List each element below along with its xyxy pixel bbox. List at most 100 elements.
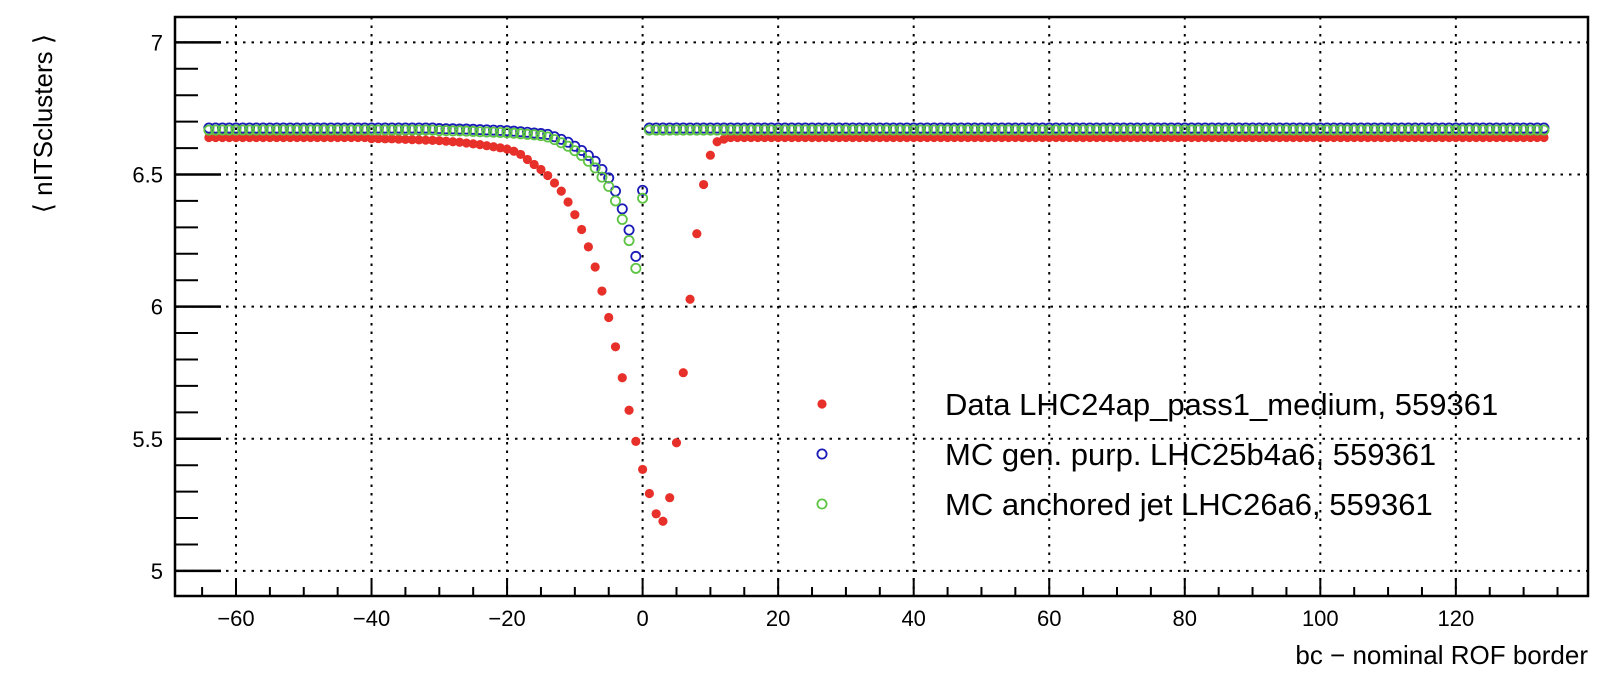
data-point [359,124,371,136]
data-point [1247,124,1259,136]
data-point [1389,124,1401,136]
data-point [665,493,675,503]
data-point [285,132,295,143]
data-point [1471,132,1481,143]
data-point [616,213,628,225]
data-point [1254,132,1264,143]
data-point [577,224,587,235]
data-point [1043,124,1055,136]
data-point [1294,124,1306,136]
data-point [237,124,249,136]
data-point [1030,124,1042,136]
data-point [1485,132,1495,143]
data-point [705,150,715,160]
data-point [874,124,886,136]
data-point [631,436,641,447]
data-point [1173,132,1183,143]
data-point [1450,124,1462,136]
x-tick-label: 120 [1437,606,1474,631]
legend-label: MC anchored jet LHC26a6, 559361 [945,487,1433,522]
data-point [610,195,622,207]
data-point [454,125,466,137]
data-point [549,178,560,188]
data-point [1477,124,1489,136]
data-point [1016,124,1028,136]
data-point [230,124,242,136]
x-tick-label: −20 [488,606,525,631]
data-point [244,132,255,143]
data-point [963,132,973,143]
data-point [975,124,987,136]
series-mc-anchored-jet [203,124,1550,274]
data-point [481,126,493,138]
data-point [1091,124,1103,136]
y-tick-label: 6.5 [132,163,163,188]
data-point [1524,124,1536,136]
data-point [726,132,736,143]
data-point [1301,124,1313,136]
data-point [1430,124,1442,136]
data-point [1321,124,1333,136]
data-point [1031,132,1041,143]
data-point [597,286,607,296]
data-point [543,170,553,181]
data-point [325,124,337,136]
data-point [887,124,899,136]
data-point [563,197,573,207]
x-tick-label: 0 [636,606,648,631]
data-point [1097,124,1109,136]
data-point [407,135,417,145]
data-point [623,224,635,236]
data-point [854,132,865,143]
data-point [1105,132,1115,143]
data-point [833,124,845,136]
data-point [1159,132,1170,143]
data-point [1375,124,1387,136]
data-point [1396,124,1408,136]
tick-labels: −60 −40 −20 0 20 40 60 80 100 120 5 5.5 6 6.5 7 [132,30,1474,631]
data-point [894,124,906,136]
y-tick-label: 5 [151,559,163,584]
data-point [678,368,688,378]
data-point [1336,132,1346,143]
data-point [1125,124,1137,136]
data-point [1531,124,1543,136]
data-point [1145,124,1157,136]
data-point [853,124,865,136]
data-point [353,132,363,143]
data-point [827,132,837,143]
data-point [1491,132,1502,143]
data-point [1348,124,1360,136]
data-point [1390,132,1400,143]
data-point [333,132,343,143]
data-point [311,124,323,136]
data-point [1349,132,1359,143]
data-point [657,124,669,136]
data-point [909,132,919,143]
data-point [312,132,322,143]
data-point [929,132,939,143]
data-point [1417,132,1427,143]
data-point [766,132,776,143]
x-tick-label: 60 [1037,606,1061,631]
data-point [813,124,825,136]
data-point [901,124,913,136]
data-point [475,140,485,150]
data-point [460,125,472,137]
data-point [277,124,289,136]
data-point [1037,132,1048,143]
data-point [596,171,608,183]
data-point [1457,124,1469,136]
grid-lines [175,17,1588,596]
data-point [508,127,520,139]
data-point [664,124,676,136]
data-point [643,124,655,136]
data-point [1179,124,1191,136]
data-point [542,131,554,143]
data-point [1261,132,1271,143]
data-point [915,132,926,143]
data-point [1138,124,1150,136]
data-point [658,516,668,526]
data-point [1504,124,1516,136]
